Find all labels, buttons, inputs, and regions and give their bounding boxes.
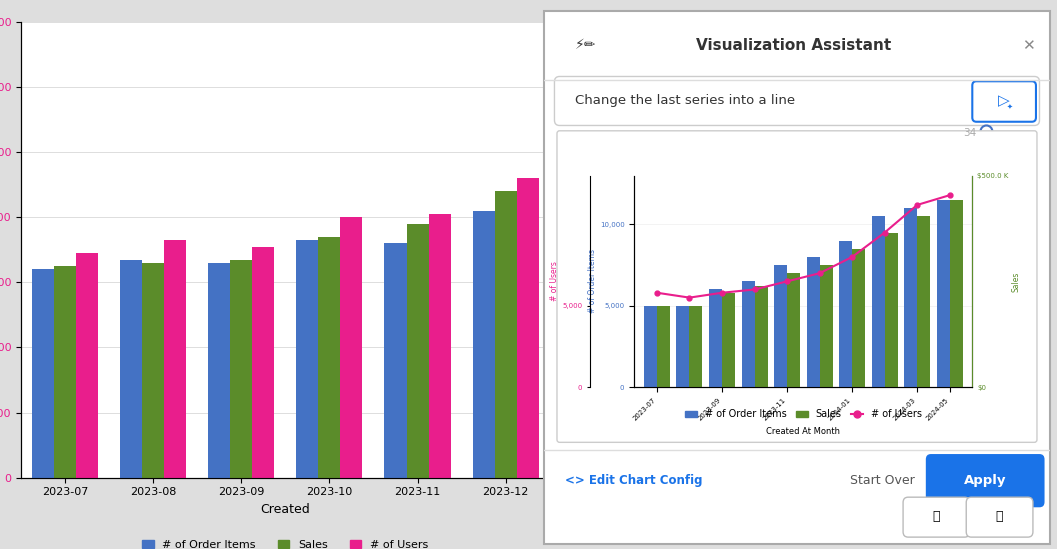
Bar bbox=[774, 265, 787, 387]
Text: 👎: 👎 bbox=[996, 511, 1003, 523]
FancyBboxPatch shape bbox=[926, 454, 1044, 507]
Text: 👍: 👍 bbox=[932, 511, 940, 523]
Text: ✦: ✦ bbox=[1006, 104, 1013, 110]
Bar bbox=[676, 306, 689, 387]
Bar bbox=[742, 281, 755, 387]
Bar bbox=[230, 260, 253, 478]
Bar bbox=[318, 237, 340, 478]
Bar bbox=[709, 289, 722, 387]
Bar bbox=[253, 247, 275, 478]
FancyBboxPatch shape bbox=[966, 497, 1033, 537]
Bar bbox=[208, 263, 230, 478]
Text: 34: 34 bbox=[963, 128, 977, 138]
Bar bbox=[296, 240, 318, 478]
Bar bbox=[428, 214, 450, 478]
Bar bbox=[143, 263, 164, 478]
Bar bbox=[120, 260, 143, 478]
Bar bbox=[385, 243, 407, 478]
Bar bbox=[472, 211, 495, 478]
Bar bbox=[819, 265, 833, 387]
Bar bbox=[76, 253, 98, 478]
FancyBboxPatch shape bbox=[555, 76, 1039, 126]
Bar bbox=[937, 200, 949, 387]
Text: Start Over: Start Over bbox=[851, 474, 915, 487]
Y-axis label: Sales: Sales bbox=[1012, 271, 1020, 292]
Text: <> Edit Chart Config: <> Edit Chart Config bbox=[564, 474, 702, 487]
Bar bbox=[495, 191, 517, 478]
X-axis label: Created At Month: Created At Month bbox=[766, 427, 840, 436]
Legend: # of Order Items, Sales, # of Users: # of Order Items, Sales, # of Users bbox=[138, 535, 432, 549]
X-axis label: Created: Created bbox=[260, 503, 311, 516]
FancyBboxPatch shape bbox=[557, 131, 1037, 442]
Bar bbox=[787, 273, 800, 387]
Bar bbox=[517, 178, 539, 478]
Bar bbox=[949, 200, 963, 387]
Text: Apply: Apply bbox=[964, 474, 1006, 487]
Legend: # of Order Items, Sales, # of Users: # of Order Items, Sales, # of Users bbox=[681, 406, 926, 423]
Bar bbox=[689, 306, 703, 387]
Y-axis label: # of Users: # of Users bbox=[551, 261, 559, 301]
Text: ⚡✏: ⚡✏ bbox=[575, 38, 596, 53]
FancyBboxPatch shape bbox=[903, 497, 969, 537]
FancyBboxPatch shape bbox=[972, 81, 1036, 122]
Text: ✕: ✕ bbox=[1022, 38, 1035, 53]
Y-axis label: # of Order Items: # of Order Items bbox=[604, 197, 616, 302]
Text: ▷: ▷ bbox=[998, 93, 1010, 109]
Bar bbox=[885, 233, 897, 387]
Bar bbox=[657, 306, 670, 387]
Bar bbox=[917, 216, 930, 387]
Bar bbox=[54, 266, 76, 478]
Bar bbox=[839, 240, 852, 387]
Bar bbox=[806, 257, 819, 387]
Bar bbox=[340, 217, 363, 478]
Text: Visualization Assistant: Visualization Assistant bbox=[696, 38, 891, 53]
Bar bbox=[164, 240, 186, 478]
Bar bbox=[904, 208, 917, 387]
Bar bbox=[644, 306, 657, 387]
Y-axis label: # of Order Items: # of Order Items bbox=[588, 249, 597, 313]
Bar bbox=[407, 224, 428, 478]
Bar bbox=[872, 216, 885, 387]
Bar bbox=[722, 293, 735, 387]
Bar bbox=[755, 286, 767, 387]
Text: Change the last series into a line: Change the last series into a line bbox=[575, 94, 795, 107]
Bar bbox=[32, 270, 54, 478]
Bar bbox=[852, 249, 865, 387]
